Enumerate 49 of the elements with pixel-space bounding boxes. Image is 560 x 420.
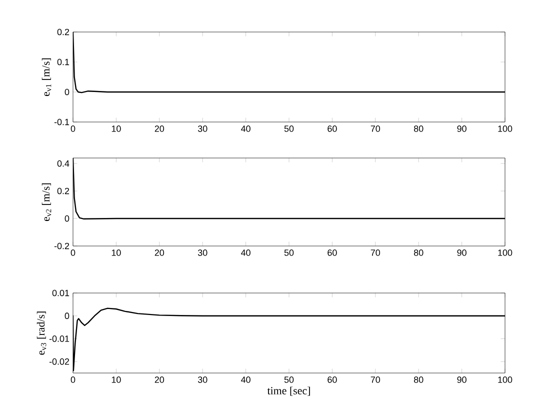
x-tick-label: 100 bbox=[498, 376, 512, 383]
y-tick-label: 0 bbox=[64, 215, 70, 222]
x-tick-label: 0 bbox=[70, 250, 76, 256]
x-tick-label: 30 bbox=[198, 376, 208, 383]
x-tick-label: 0 bbox=[70, 126, 76, 132]
x-tick-label: 40 bbox=[241, 376, 250, 383]
y-tick-label: 0.2 bbox=[57, 28, 70, 36]
x-tick-label: 60 bbox=[328, 376, 337, 383]
x-tick-label: 20 bbox=[154, 250, 164, 256]
x-tick-label: 90 bbox=[457, 376, 466, 383]
x-tick-label: 30 bbox=[198, 126, 208, 132]
x-tick-label: 30 bbox=[198, 250, 208, 256]
x-tick-label: 100 bbox=[498, 126, 512, 132]
x-tick-label: 70 bbox=[370, 250, 380, 256]
x-tick-label: 60 bbox=[328, 250, 337, 256]
x-tick-label: 100 bbox=[498, 250, 512, 256]
x-tick-label: 20 bbox=[154, 126, 164, 132]
y-tick-label: 0.2 bbox=[57, 188, 70, 194]
y-axis-title: e$_{v3}$ [rad/s] bbox=[36, 312, 46, 355]
x-tick-label: 40 bbox=[241, 250, 250, 256]
x-tick-label: 10 bbox=[112, 250, 121, 256]
x-tick-label: 50 bbox=[284, 126, 294, 132]
x-axis-title: time [sec] bbox=[267, 386, 310, 396]
x-tick-label: 70 bbox=[370, 126, 380, 132]
x-tick-label: 80 bbox=[414, 126, 424, 132]
y-axis-title: e$_{v1}$ [m/s] bbox=[42, 58, 52, 96]
y-tick-label: 0 bbox=[64, 312, 70, 320]
x-tick-label: 50 bbox=[284, 250, 294, 256]
y-tick-label: -0.02 bbox=[49, 358, 70, 365]
y-tick-label: -0.01 bbox=[49, 336, 70, 342]
y-axis-title: e$_{v2}$ [m/s] bbox=[42, 183, 52, 222]
x-tick-label: 70 bbox=[370, 376, 380, 383]
x-tick-label: 10 bbox=[112, 126, 121, 132]
x-tick-label: 60 bbox=[328, 126, 337, 132]
y-tick-label: 0.4 bbox=[57, 160, 70, 167]
y-tick-label: -0.1 bbox=[54, 118, 70, 126]
x-tick-label: 80 bbox=[414, 376, 424, 383]
y-tick-label: -0.2 bbox=[54, 242, 70, 250]
y-tick-label: 0.01 bbox=[52, 290, 70, 296]
x-tick-label: 20 bbox=[154, 376, 164, 383]
y-tick-label: 0 bbox=[64, 88, 70, 96]
x-tick-label: 40 bbox=[241, 126, 250, 132]
x-tick-label: 10 bbox=[112, 376, 121, 383]
y-tick-label: 0.1 bbox=[57, 58, 70, 66]
x-tick-label: 80 bbox=[414, 250, 424, 256]
x-tick-label: 0 bbox=[70, 376, 76, 383]
x-tick-label: 90 bbox=[457, 250, 466, 256]
x-tick-label: 90 bbox=[457, 126, 466, 132]
x-tick-label: 50 bbox=[284, 376, 294, 383]
